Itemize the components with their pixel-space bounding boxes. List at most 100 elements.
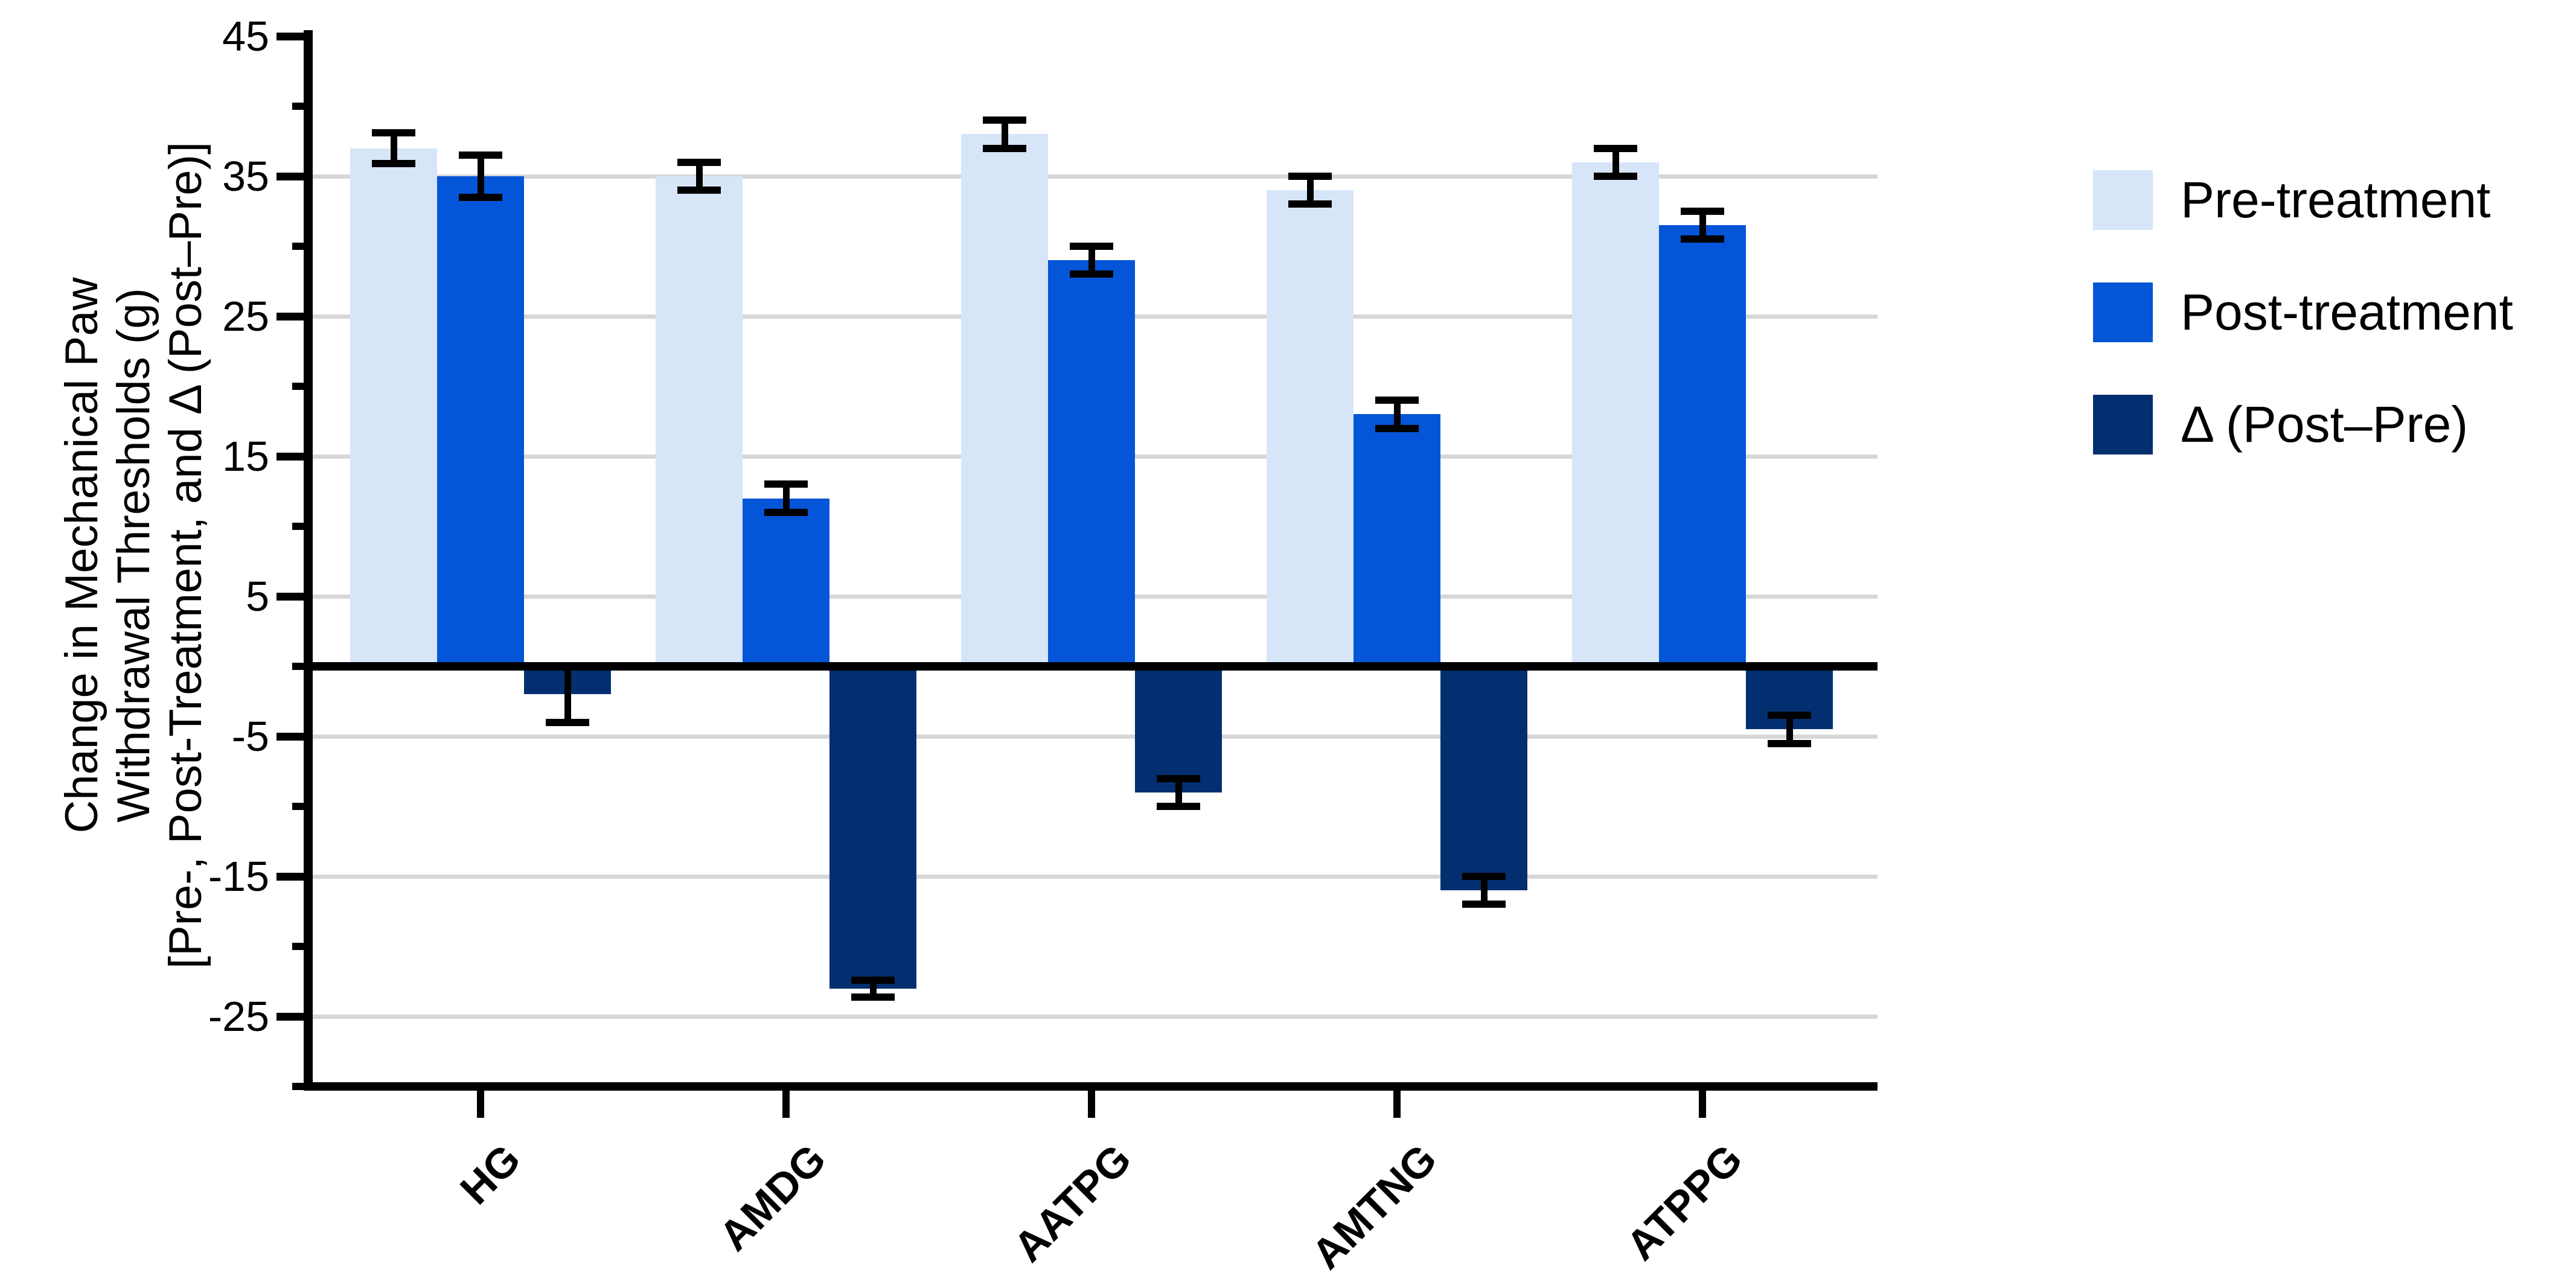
x-tick-hg: [477, 1091, 484, 1118]
y-major-tick--5: [276, 733, 304, 741]
error-bar-atppg-post-pre-stem: [1786, 715, 1793, 744]
y-major-tick-15: [276, 453, 304, 461]
x-label-amdg: AMDG: [710, 1135, 835, 1260]
y-tick-label-15: 15: [222, 433, 269, 480]
y-tick-label-45: 45: [222, 13, 269, 60]
gridline--15: [313, 875, 1878, 879]
error-bar-hg-post-pre-cap-bottom: [546, 718, 589, 726]
error-bar-aatpg-post-pre-cap-top: [1157, 774, 1200, 782]
error-bar-hg-post-treatment-cap-bottom: [459, 193, 502, 201]
y-major-tick-45: [276, 33, 304, 40]
error-bar-aatpg-post-treatment-stem: [1088, 246, 1095, 275]
error-bar-atppg-pre-treatment-cap-top: [1594, 144, 1637, 152]
x-tick-amtng: [1393, 1091, 1401, 1118]
bar-hg-post-treatment: [437, 176, 524, 666]
error-bar-amtng-pre-treatment-cap-bottom: [1288, 200, 1332, 208]
error-bar-aatpg-pre-treatment-cap-top: [983, 116, 1026, 124]
y-tick-label-35: 35: [222, 153, 269, 200]
y-axis-line: [304, 30, 313, 1091]
x-label-atppg: ATPPG: [1617, 1135, 1751, 1269]
legend-label-pre-treatment: Pre-treatment: [2181, 171, 2491, 228]
error-bar-amdg-post-pre-cap-top: [851, 976, 895, 984]
y-minor-tick-10: [292, 523, 304, 530]
y-tick-label--15: -15: [208, 853, 269, 900]
bar-aatpg-post-pre: [1135, 666, 1222, 792]
error-bar-amdg-pre-treatment-stem: [695, 162, 703, 191]
y-minor-tick-20: [292, 383, 304, 390]
error-bar-amdg-pre-treatment-cap-top: [677, 158, 721, 166]
y-major-tick--15: [276, 873, 304, 881]
bar-aatpg-post-treatment: [1048, 260, 1135, 666]
legend-swatch-pre-treatment: [2093, 170, 2153, 230]
error-bar-hg-pre-treatment-stem: [390, 133, 397, 164]
error-bar-hg-post-treatment-stem: [477, 155, 484, 197]
x-label-aatpg: AATPG: [1005, 1135, 1140, 1271]
error-bar-amdg-post-treatment-cap-top: [764, 480, 808, 488]
error-bar-amtng-post-treatment-cap-top: [1375, 397, 1419, 404]
x-tick-amdg: [782, 1091, 790, 1118]
bar-amdg-post-treatment: [743, 498, 829, 666]
x-axis-bottom-frame: [304, 1082, 1878, 1091]
error-bar-amtng-post-pre-stem: [1480, 876, 1488, 905]
error-bar-hg-pre-treatment-cap-bottom: [372, 160, 415, 168]
x-label-amtng: AMTNG: [1303, 1135, 1446, 1278]
legend-swatch-post-treatment: [2093, 282, 2153, 342]
y-minor-tick-0: [292, 663, 304, 670]
error-bar-atppg-post-treatment-stem: [1699, 211, 1706, 240]
bar-amdg-post-pre: [829, 666, 916, 989]
error-bar-amdg-pre-treatment-cap-bottom: [677, 187, 721, 194]
bar-hg-pre-treatment: [350, 148, 437, 666]
y-tick-label--5: -5: [231, 713, 269, 760]
error-bar-atppg-pre-treatment-stem: [1612, 148, 1619, 176]
bar-amtng-pre-treatment: [1267, 190, 1354, 666]
bar-amtng-post-treatment: [1354, 414, 1440, 666]
error-bar-amtng-post-pre-cap-top: [1462, 873, 1506, 880]
y-major-tick-5: [276, 593, 304, 601]
gridline--25: [313, 1015, 1878, 1019]
legend-swatch-post-pre: [2093, 395, 2153, 454]
x-tick-atppg: [1699, 1091, 1706, 1118]
y-major-tick--25: [276, 1013, 304, 1021]
error-bar-aatpg-post-treatment-cap-bottom: [1070, 270, 1113, 278]
error-bar-amdg-post-treatment-stem: [782, 484, 790, 512]
error-bar-amtng-post-pre-cap-bottom: [1462, 901, 1506, 908]
legend-label-post-pre: Δ (Post–Pre): [2181, 396, 2469, 453]
bar-amtng-post-pre: [1440, 666, 1527, 891]
y-tick-label-25: 25: [222, 293, 269, 340]
legend-row-post-treatment: Post-treatment: [2093, 282, 2513, 342]
error-bar-atppg-post-treatment-cap-bottom: [1681, 235, 1724, 243]
error-bar-amdg-post-pre-cap-bottom: [851, 993, 895, 1001]
error-bar-hg-pre-treatment-cap-top: [372, 129, 415, 137]
error-bar-amtng-pre-treatment-stem: [1306, 176, 1314, 205]
bar-atppg-pre-treatment: [1572, 162, 1659, 666]
legend-row-pre-treatment: Pre-treatment: [2093, 170, 2491, 230]
error-bar-atppg-post-pre-cap-top: [1768, 712, 1811, 719]
legend-row-post-pre: Δ (Post–Pre): [2093, 395, 2468, 454]
y-minor-tick--20: [292, 943, 304, 950]
y-minor-tick--30: [292, 1083, 304, 1090]
error-bar-hg-post-treatment-cap-top: [459, 151, 502, 159]
error-bar-amtng-pre-treatment-cap-top: [1288, 173, 1332, 180]
bar-atppg-post-treatment: [1659, 225, 1746, 666]
error-bar-aatpg-post-pre-cap-bottom: [1157, 803, 1200, 810]
legend-label-post-treatment: Post-treatment: [2181, 284, 2513, 340]
error-bar-aatpg-pre-treatment-cap-bottom: [983, 144, 1026, 152]
bar-aatpg-pre-treatment: [961, 134, 1048, 666]
y-minor-tick--10: [292, 803, 304, 810]
x-tick-aatpg: [1088, 1091, 1095, 1118]
y-major-tick-35: [276, 173, 304, 180]
error-bar-atppg-post-treatment-cap-top: [1681, 208, 1724, 215]
y-minor-tick-40: [292, 103, 304, 110]
gridline--5: [313, 735, 1878, 739]
error-bar-aatpg-pre-treatment-stem: [1001, 120, 1008, 148]
error-bar-hg-post-pre-stem: [564, 666, 571, 722]
y-axis-title-line-1: Change in Mechanical Paw: [56, 277, 107, 834]
error-bar-amtng-post-treatment-stem: [1393, 400, 1401, 429]
gridline-35: [313, 174, 1878, 179]
y-minor-tick-30: [292, 243, 304, 250]
error-bar-amdg-post-treatment-cap-bottom: [764, 508, 808, 516]
error-bar-amtng-post-treatment-cap-bottom: [1375, 424, 1419, 432]
error-bar-atppg-post-pre-cap-bottom: [1768, 739, 1811, 747]
zero-baseline: [304, 662, 1878, 671]
